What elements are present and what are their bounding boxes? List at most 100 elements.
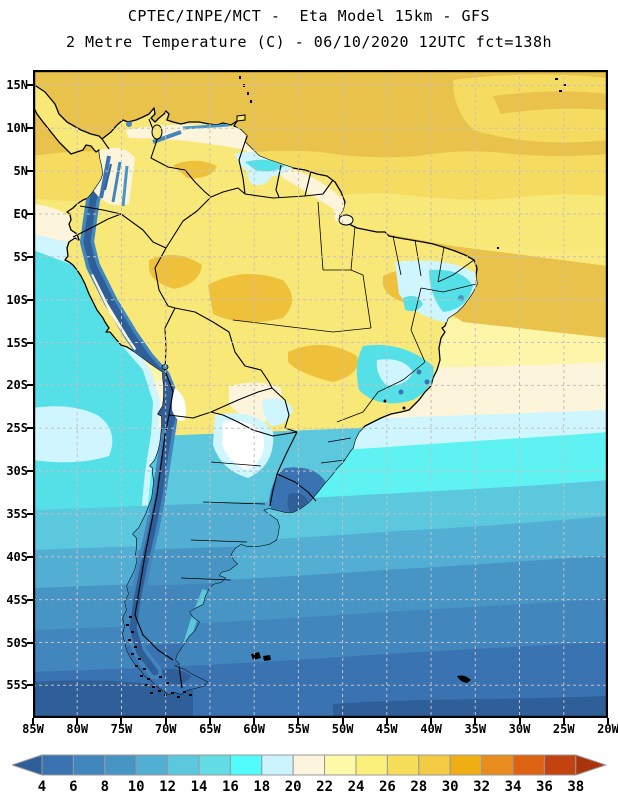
lat-label-20S: 20S bbox=[6, 378, 28, 393]
lat-tick-45S bbox=[27, 598, 33, 601]
colorbar-tick-22: 22 bbox=[316, 779, 334, 795]
colorbar-tick-30: 30 bbox=[441, 779, 459, 795]
lon-tick-75W bbox=[120, 718, 123, 724]
lat-tick-5S bbox=[27, 255, 33, 258]
lon-tick-70W bbox=[164, 718, 167, 724]
lon-label-50W: 50W bbox=[331, 722, 354, 736]
colorbar-segment-10 bbox=[355, 754, 388, 776]
colorbar-segment-9 bbox=[324, 754, 357, 776]
lat-label-25S: 25S bbox=[6, 421, 28, 436]
lon-label-65W: 65W bbox=[199, 722, 221, 736]
colorbar-tick-34: 34 bbox=[504, 779, 522, 795]
lon-tick-45W bbox=[385, 718, 388, 724]
colorbar-segment-7 bbox=[261, 754, 294, 776]
lat-tick-15S bbox=[27, 341, 33, 344]
colorbar-segment-13 bbox=[449, 754, 483, 776]
lon-tick-65W bbox=[208, 718, 211, 724]
lat-tick-10N bbox=[27, 127, 33, 130]
colorbar-segment-0 bbox=[41, 754, 74, 776]
lon-label-40W: 40W bbox=[420, 722, 442, 736]
colorbar-tick-12: 12 bbox=[159, 779, 177, 795]
country-borders bbox=[72, 118, 334, 689]
lat-label-55S: 55S bbox=[6, 678, 28, 693]
lat-tick-10S bbox=[27, 298, 33, 301]
lon-tick-60W bbox=[253, 718, 256, 724]
lon-tick-85W bbox=[32, 718, 34, 724]
lat-label-50S: 50S bbox=[6, 635, 28, 650]
colorbar-segment-4 bbox=[167, 754, 200, 776]
lon-label-75W: 75W bbox=[110, 722, 133, 736]
lon-tick-25W bbox=[562, 718, 565, 724]
colorbar-segment-12 bbox=[418, 754, 451, 776]
colorbar-tick-6: 6 bbox=[69, 779, 78, 795]
colorbar-tick-16: 16 bbox=[221, 779, 239, 795]
colorbar-segment-14 bbox=[481, 754, 514, 776]
lat-label-5N: 5N bbox=[13, 164, 28, 179]
lat-label-10S: 10S bbox=[6, 292, 28, 307]
lon-tick-30W bbox=[518, 718, 521, 724]
lon-tick-35W bbox=[474, 718, 477, 724]
colorbar-tick-38: 38 bbox=[567, 779, 585, 795]
colorbar-tick-26: 26 bbox=[378, 779, 396, 795]
colorbar-tick-36: 36 bbox=[535, 779, 553, 795]
colorbar-segment-2 bbox=[104, 754, 137, 776]
colorbar-segment-3 bbox=[135, 754, 169, 776]
colorbar-segment-11 bbox=[386, 754, 420, 776]
graticule bbox=[33, 70, 608, 718]
lon-label-70W: 70W bbox=[154, 722, 177, 736]
colorbar-segment-8 bbox=[292, 754, 326, 776]
lat-tick-40S bbox=[27, 555, 33, 558]
title-line-2: 2 Metre Temperature (C) - 06/10/2020 12U… bbox=[65, 33, 553, 51]
lat-tick-20S bbox=[27, 384, 33, 387]
lat-label-45S: 45S bbox=[6, 592, 28, 607]
lat-label-10N: 10N bbox=[6, 121, 28, 136]
colorbar-tick-28: 28 bbox=[410, 779, 428, 795]
lon-label-20W: 20W bbox=[597, 722, 618, 736]
lon-tick-80W bbox=[76, 718, 79, 724]
colorbar-tick-4: 4 bbox=[37, 779, 47, 795]
colorbar bbox=[12, 754, 608, 776]
lon-label-35W: 35W bbox=[464, 722, 487, 736]
lat-tick-55S bbox=[27, 684, 33, 687]
lat-tick-50S bbox=[27, 641, 33, 644]
lon-label-80W: 80W bbox=[66, 722, 89, 736]
lat-tick-30S bbox=[27, 470, 33, 473]
colorbar-arrow-low bbox=[12, 754, 43, 776]
lat-tick-25S bbox=[27, 427, 33, 430]
colorbar-segment-5 bbox=[198, 754, 231, 776]
lat-label-35S: 35S bbox=[6, 506, 28, 521]
map-frame bbox=[33, 70, 608, 718]
colorbar-segment-15 bbox=[512, 754, 545, 776]
colorbar-segment-1 bbox=[72, 754, 106, 776]
lon-label-45W: 45W bbox=[375, 722, 398, 736]
colorbar-tick-20: 20 bbox=[284, 779, 302, 795]
lat-label-5S: 5S bbox=[13, 249, 28, 264]
lat-tick-5N bbox=[27, 170, 33, 173]
lat-tick-EQ bbox=[27, 212, 33, 215]
lat-tick-35S bbox=[27, 512, 33, 515]
lon-tick-20W bbox=[606, 718, 609, 724]
colorbar-tick-32: 32 bbox=[473, 779, 491, 795]
colorbar-segment-6 bbox=[229, 754, 263, 776]
colorbar-arrow-high bbox=[575, 754, 608, 776]
colorbar-tick-18: 18 bbox=[253, 779, 271, 795]
lat-tick-15N bbox=[27, 84, 33, 87]
state-borders bbox=[180, 201, 477, 581]
lon-tick-40W bbox=[430, 718, 433, 724]
lon-label-25W: 25W bbox=[552, 722, 575, 736]
lon-label-30W: 30W bbox=[508, 722, 531, 736]
map-plot bbox=[33, 70, 608, 718]
lat-label-30S: 30S bbox=[6, 464, 28, 479]
colorbar-tick-14: 14 bbox=[190, 779, 208, 795]
colorbar-tick-10: 10 bbox=[127, 779, 145, 795]
lat-label-15S: 15S bbox=[6, 335, 28, 350]
lat-label-EQ: EQ bbox=[13, 206, 28, 221]
lon-tick-50W bbox=[341, 718, 344, 724]
lat-label-40S: 40S bbox=[6, 549, 28, 564]
colorbar-tick-8: 8 bbox=[100, 779, 110, 795]
lon-label-55W: 55W bbox=[287, 722, 310, 736]
lon-label-85W: 85W bbox=[22, 722, 44, 736]
lat-label-15N: 15N bbox=[6, 78, 28, 93]
colorbar-segment-16 bbox=[543, 754, 577, 776]
